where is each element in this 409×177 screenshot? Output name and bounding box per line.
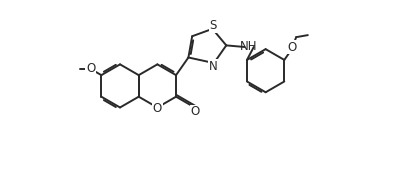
Text: N: N (208, 60, 217, 73)
Text: NH: NH (239, 40, 257, 53)
Text: O: O (191, 105, 200, 118)
Text: S: S (209, 19, 216, 32)
Text: O: O (153, 102, 162, 115)
Text: O: O (287, 41, 296, 53)
Text: O: O (86, 62, 95, 75)
